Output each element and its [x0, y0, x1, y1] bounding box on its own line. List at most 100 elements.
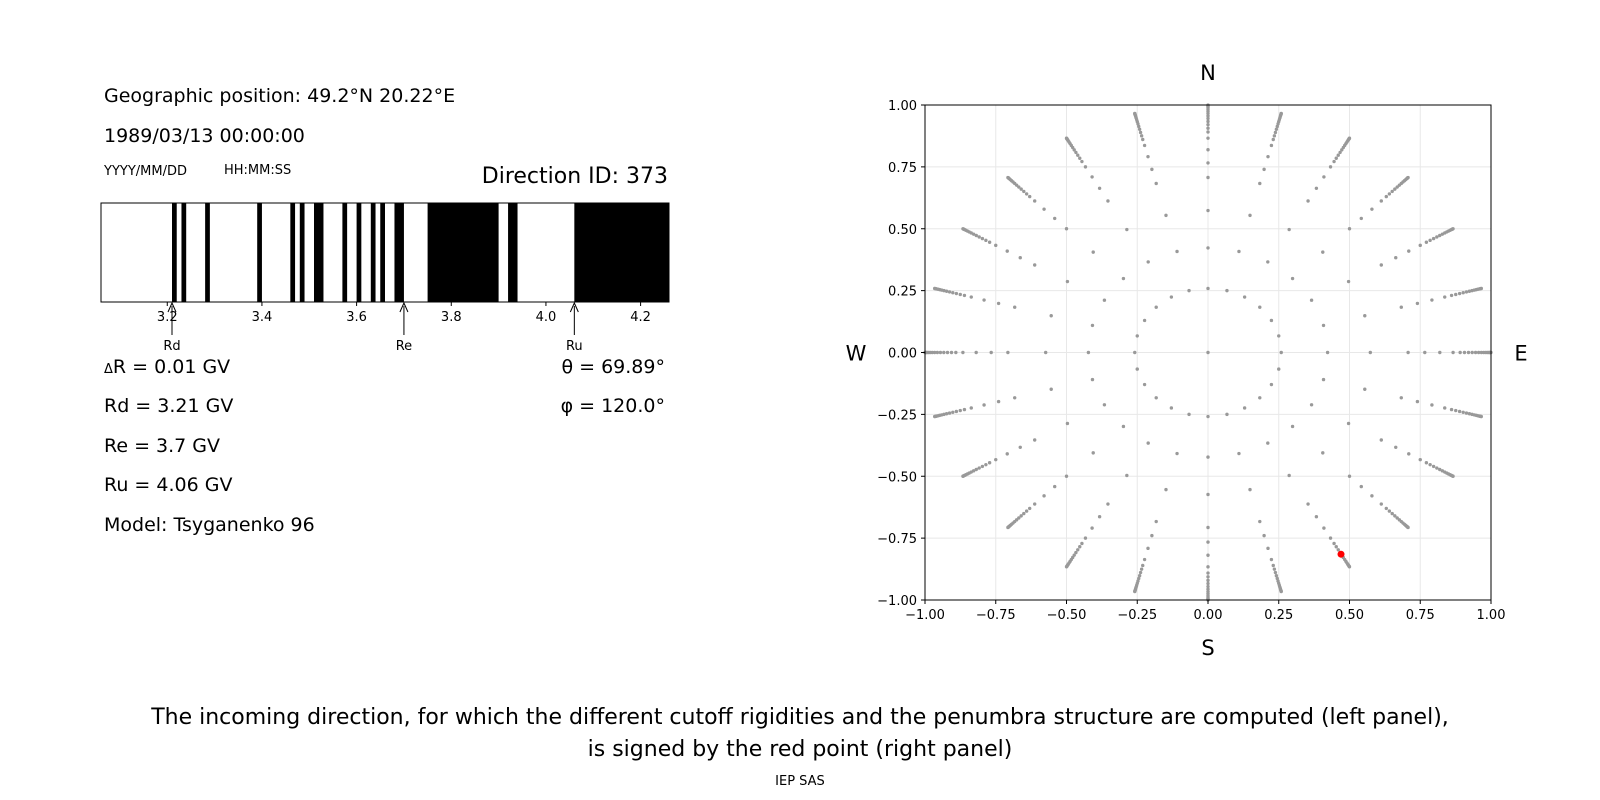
- grid-point: [1314, 514, 1319, 519]
- grid-point: [1043, 350, 1048, 355]
- grid-point: [1206, 350, 1210, 355]
- grid-point: [1479, 286, 1484, 291]
- grid-point: [1042, 207, 1046, 211]
- grid-point: [984, 462, 988, 467]
- grid-point: [1164, 213, 1168, 218]
- grid-point: [1428, 238, 1432, 243]
- grid-point: [935, 350, 940, 355]
- grid-point: [1347, 227, 1352, 231]
- grid-point: [1258, 396, 1262, 400]
- grid-point: [1187, 412, 1191, 417]
- grid-point: [1464, 411, 1469, 415]
- grid-point: [1406, 175, 1410, 180]
- grid-point: [1279, 111, 1283, 116]
- grid-point: [1206, 286, 1210, 291]
- grid-point: [1206, 571, 1210, 575]
- grid-point: [1090, 526, 1094, 530]
- grid-point: [1064, 227, 1069, 231]
- grid-point: [1277, 367, 1281, 371]
- grid-point: [1005, 249, 1009, 253]
- grid-point: [944, 289, 949, 293]
- grid-point: [958, 292, 962, 297]
- grid-point: [1141, 137, 1145, 142]
- grid-point: [1451, 474, 1455, 478]
- x-tick-label: 0.25: [1264, 608, 1293, 623]
- grid-point: [1272, 134, 1277, 138]
- marker-label: Rd: [163, 339, 180, 354]
- grid-point: [1154, 305, 1158, 309]
- grid-point: [1347, 565, 1352, 569]
- y-tick-label: 0.75: [888, 161, 917, 176]
- grid-point: [958, 408, 962, 413]
- grid-point: [1237, 451, 1241, 456]
- grid-point: [1336, 153, 1340, 157]
- grid-point: [1462, 350, 1467, 355]
- grid-point: [1065, 421, 1070, 426]
- grid-point: [1336, 548, 1340, 552]
- grid-point: [1390, 511, 1394, 516]
- grid-point: [1135, 334, 1139, 338]
- grid-point: [1064, 136, 1069, 140]
- grid-point: [1078, 156, 1082, 160]
- grid-point: [1065, 279, 1070, 284]
- grid-point: [1053, 484, 1057, 489]
- grid-point: [1332, 159, 1336, 164]
- grid-point: [1334, 156, 1338, 160]
- grid-point: [1138, 570, 1143, 575]
- marker-label: Re: [396, 339, 412, 354]
- grid-point: [954, 350, 958, 355]
- grid-point: [1262, 533, 1266, 538]
- grid-point: [1275, 124, 1279, 129]
- grid-point: [1206, 130, 1210, 134]
- grid-point: [1019, 514, 1023, 518]
- grid-point: [1258, 181, 1262, 186]
- grid-point: [1138, 130, 1143, 135]
- forbidden-band: [205, 203, 210, 302]
- grid-point: [961, 227, 965, 231]
- grid-point: [1248, 487, 1252, 492]
- direction-sky-map: −1.00 −0.75 −0.50 −0.25 0.00 0.25 0.50 0.75 1.00…: [846, 61, 1528, 660]
- grid-point: [1018, 445, 1022, 449]
- grid-point: [1423, 350, 1427, 355]
- grid-point: [1083, 536, 1088, 540]
- grid-point: [1102, 403, 1107, 407]
- grid-point: [1424, 240, 1429, 244]
- grid-point: [1322, 526, 1326, 530]
- grid-point: [938, 350, 943, 355]
- grid-point: [1457, 409, 1462, 414]
- grid-point: [1309, 403, 1314, 407]
- grid-point: [962, 407, 967, 412]
- grid-point: [1266, 546, 1270, 551]
- re-value: Re = 3.7 GV: [104, 435, 221, 457]
- grid-point: [1142, 143, 1147, 148]
- grid-point: [1206, 126, 1210, 130]
- grid-point: [1273, 130, 1278, 135]
- grid-point: [1407, 452, 1411, 456]
- grid-point: [1379, 263, 1384, 267]
- grid-point: [1206, 553, 1210, 557]
- grid-point: [996, 301, 1001, 306]
- grid-point: [1438, 467, 1442, 472]
- grid-point: [1013, 396, 1017, 400]
- selected-direction-point: [1337, 550, 1345, 558]
- grid-point: [1321, 451, 1325, 455]
- grid-point: [1032, 438, 1037, 442]
- grid-point: [1024, 509, 1029, 513]
- grid-point: [1435, 235, 1439, 239]
- grid-point: [1080, 541, 1084, 546]
- grid-point: [1206, 148, 1210, 152]
- grid-point: [1206, 116, 1210, 121]
- grid-point: [1137, 573, 1142, 578]
- ru-value: Ru = 4.06 GV: [104, 474, 233, 496]
- grid-point: [1206, 122, 1210, 127]
- grid-point: [1146, 441, 1150, 445]
- grid-point: [1090, 377, 1095, 382]
- compass-north: N: [1200, 61, 1216, 85]
- grid-point: [1424, 461, 1429, 465]
- grid-point: [1457, 291, 1462, 296]
- grid-point: [1206, 175, 1210, 180]
- grid-point: [947, 411, 952, 415]
- grid-point: [1277, 334, 1281, 338]
- y-tick-label: −1.00: [877, 594, 917, 609]
- grid-point: [987, 240, 992, 244]
